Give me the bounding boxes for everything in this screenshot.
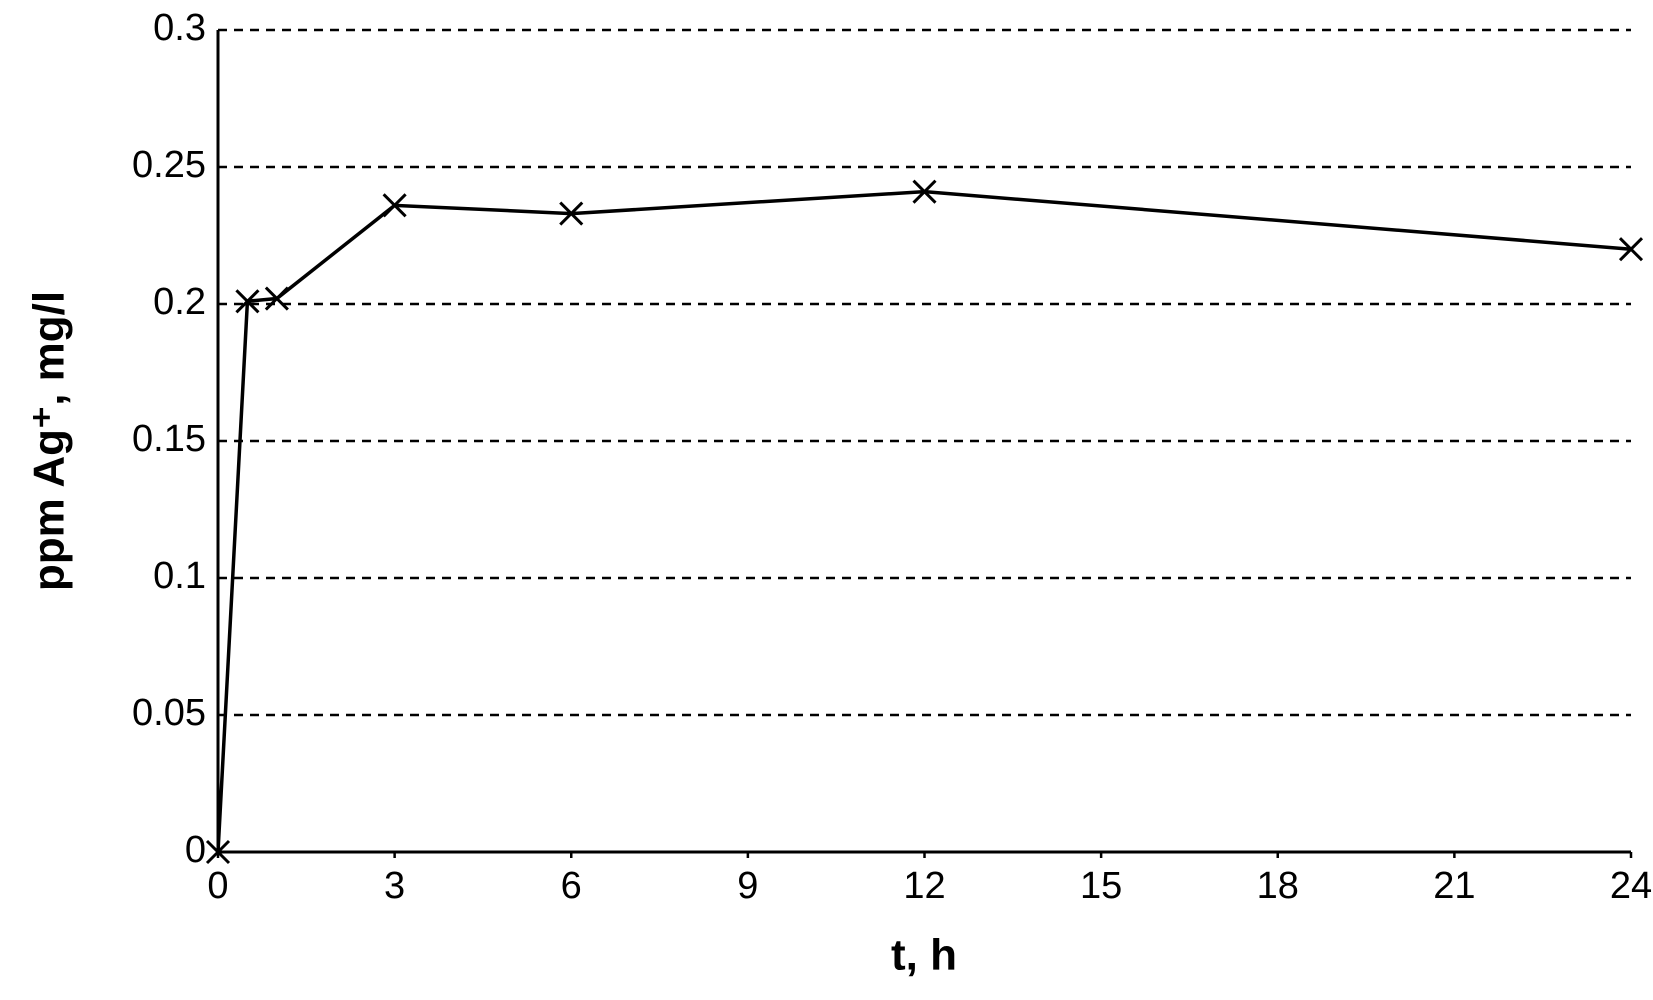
y-tick-label: 0 [185,829,206,871]
x-tick-label: 15 [1080,865,1122,907]
y-tick-label: 0.15 [132,418,206,460]
data-point [205,839,231,865]
x-tick-label: 18 [1257,865,1299,907]
y-axis-title: ppm Ag⁺, mg/l [25,291,74,591]
x-tick-label: 0 [207,865,228,907]
x-tick-label: 21 [1433,865,1475,907]
y-tick-label: 0.2 [153,281,206,323]
y-tick-label: 0.3 [153,7,206,49]
data-point [1618,237,1644,262]
x-tick-label: 6 [561,865,582,907]
x-tick-label: 9 [737,865,758,907]
data-point [912,179,937,204]
data-point [235,289,260,314]
y-tick-label: 0.25 [132,144,206,186]
data-point [264,286,289,311]
y-tick-label: 0.1 [153,555,206,597]
x-axis-title: t, h [891,931,957,980]
x-tick-label: 24 [1610,865,1652,907]
y-tick-label: 0.05 [132,692,206,734]
data-point [559,201,584,226]
data-point [382,193,407,218]
x-tick-label: 3 [384,865,405,907]
x-tick-label: 12 [903,865,945,907]
series-line [216,189,1632,853]
